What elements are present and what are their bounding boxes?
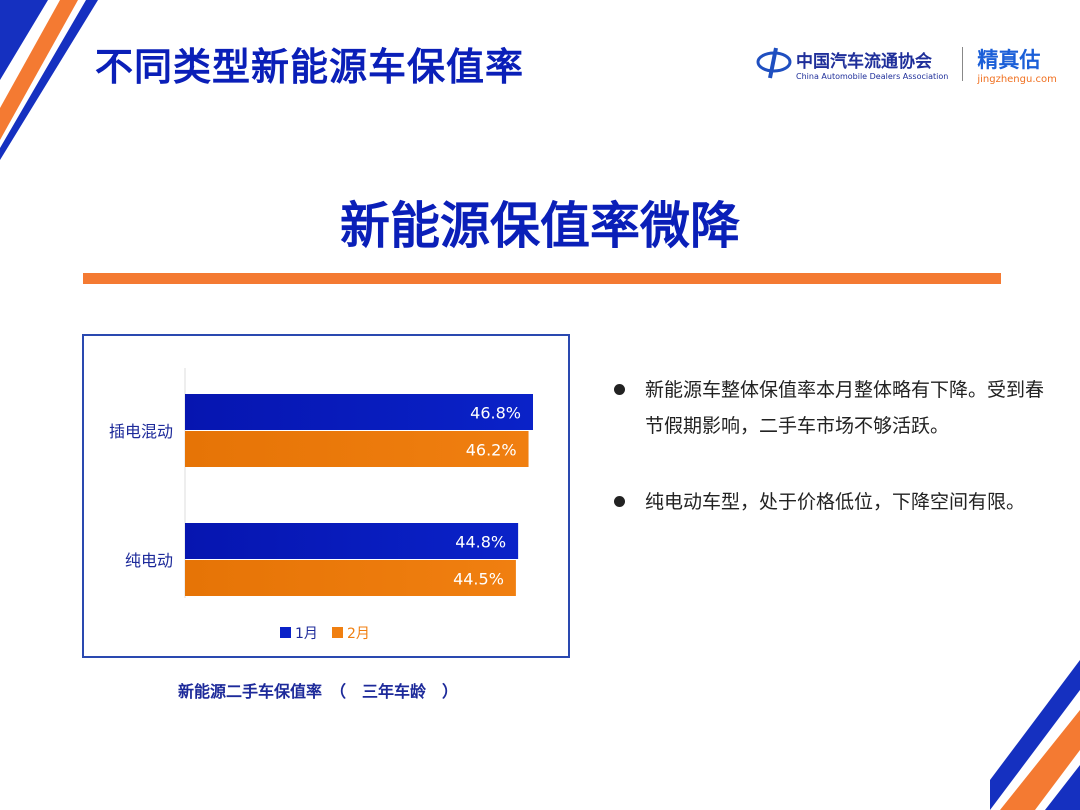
legend-label: 1月 [295,626,318,642]
category-label: 纯电动 [125,551,173,570]
headline: 新能源保值率微降 [340,197,740,255]
logo-group: 中国汽车流通协会 China Automobile Dealers Associ… [756,44,1057,85]
category-label: 插电混动 [109,422,173,441]
bar-chart: 插电混动 46.8% 46.2% 纯电动 44.8% 44.5% 1月 2月 [109,368,533,642]
data-label: 46.8% [470,404,521,423]
cada-name-cn: 中国汽车流通协会 [796,52,932,72]
cada-name-en: China Automobile Dealers Association [796,72,949,81]
bar [185,394,533,430]
corner-decoration-bottom-right [990,660,1080,810]
bullet-item: 新能源车整体保值率本月整体略有下降。受到春节假期影响，二手车市场不够活跃。 [612,372,1052,444]
bullet-item: 纯电动车型，处于价格低位，下降空间有限。 [612,484,1052,520]
bullet-dot-icon [614,496,625,507]
legend-swatch [280,627,291,638]
chart-frame: 插电混动 46.8% 46.2% 纯电动 44.8% 44.5% 1月 2月 [82,334,570,658]
bar [185,523,519,559]
legend-swatch [332,627,343,638]
logo-divider [962,47,964,81]
legend-label: 2月 [347,626,370,642]
page-title: 不同类型新能源车保值率 [95,45,525,89]
bar [185,560,516,596]
bullet-text: 新能源车整体保值率本月整体略有下降。受到春节假期影响，二手车市场不够活跃。 [645,379,1045,437]
jzg-name-cn: 精真估 [977,47,1041,72]
bullet-list: 新能源车整体保值率本月整体略有下降。受到春节假期影响，二手车市场不够活跃。 纯电… [612,372,1052,560]
accent-divider [83,273,1001,284]
bullet-text: 纯电动车型，处于价格低位，下降空间有限。 [645,491,1026,513]
data-label: 44.8% [455,533,506,552]
chart-caption: 新能源二手车保值率 （ 三年车龄 ） [178,682,459,701]
bar [185,431,529,467]
data-label: 46.2% [466,441,517,460]
corner-decoration-top-left [0,0,98,160]
data-label: 44.5% [453,570,504,589]
cada-logo-icon [756,47,792,79]
bullet-dot-icon [614,384,625,395]
jzg-name-en: jingzhengu.com [977,73,1057,85]
